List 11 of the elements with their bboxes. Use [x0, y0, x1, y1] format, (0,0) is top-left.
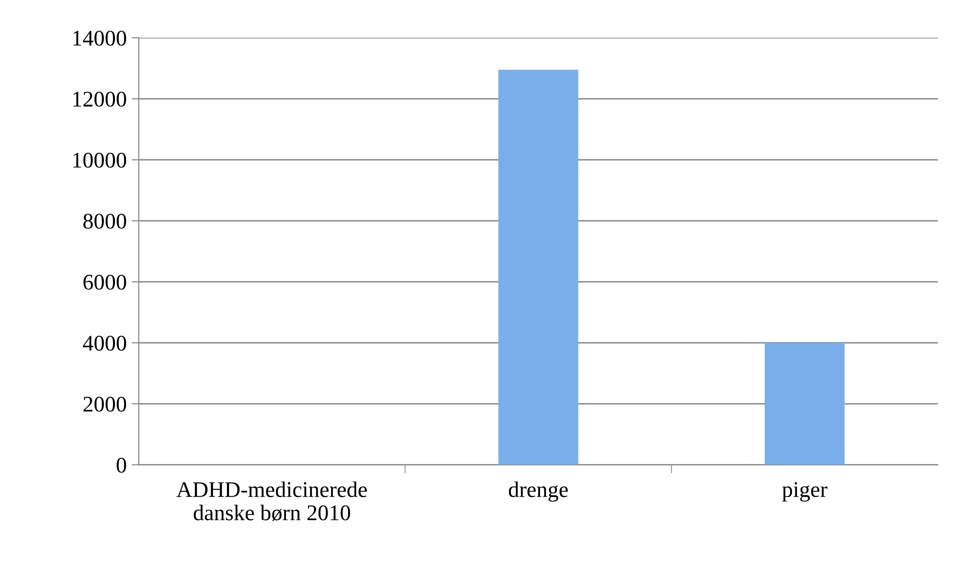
- y-tick-label: 0: [116, 458, 126, 473]
- y-tick-label: 10000: [73, 152, 126, 168]
- y-tick-label: 4000: [82, 336, 126, 351]
- y-tick-label: 6000: [83, 274, 126, 290]
- y-tick-label: 8000: [83, 214, 126, 229]
- y-tick-label: 14000: [73, 30, 126, 46]
- x-tick-label: drenge: [508, 481, 568, 502]
- x-tick-label: ADHD-medicinerede danske børn 2010: [176, 481, 367, 522]
- x-tick-label: piger: [782, 482, 828, 502]
- y-tick-label: 12000: [73, 92, 126, 107]
- y-tick-label: 2000: [83, 396, 126, 412]
